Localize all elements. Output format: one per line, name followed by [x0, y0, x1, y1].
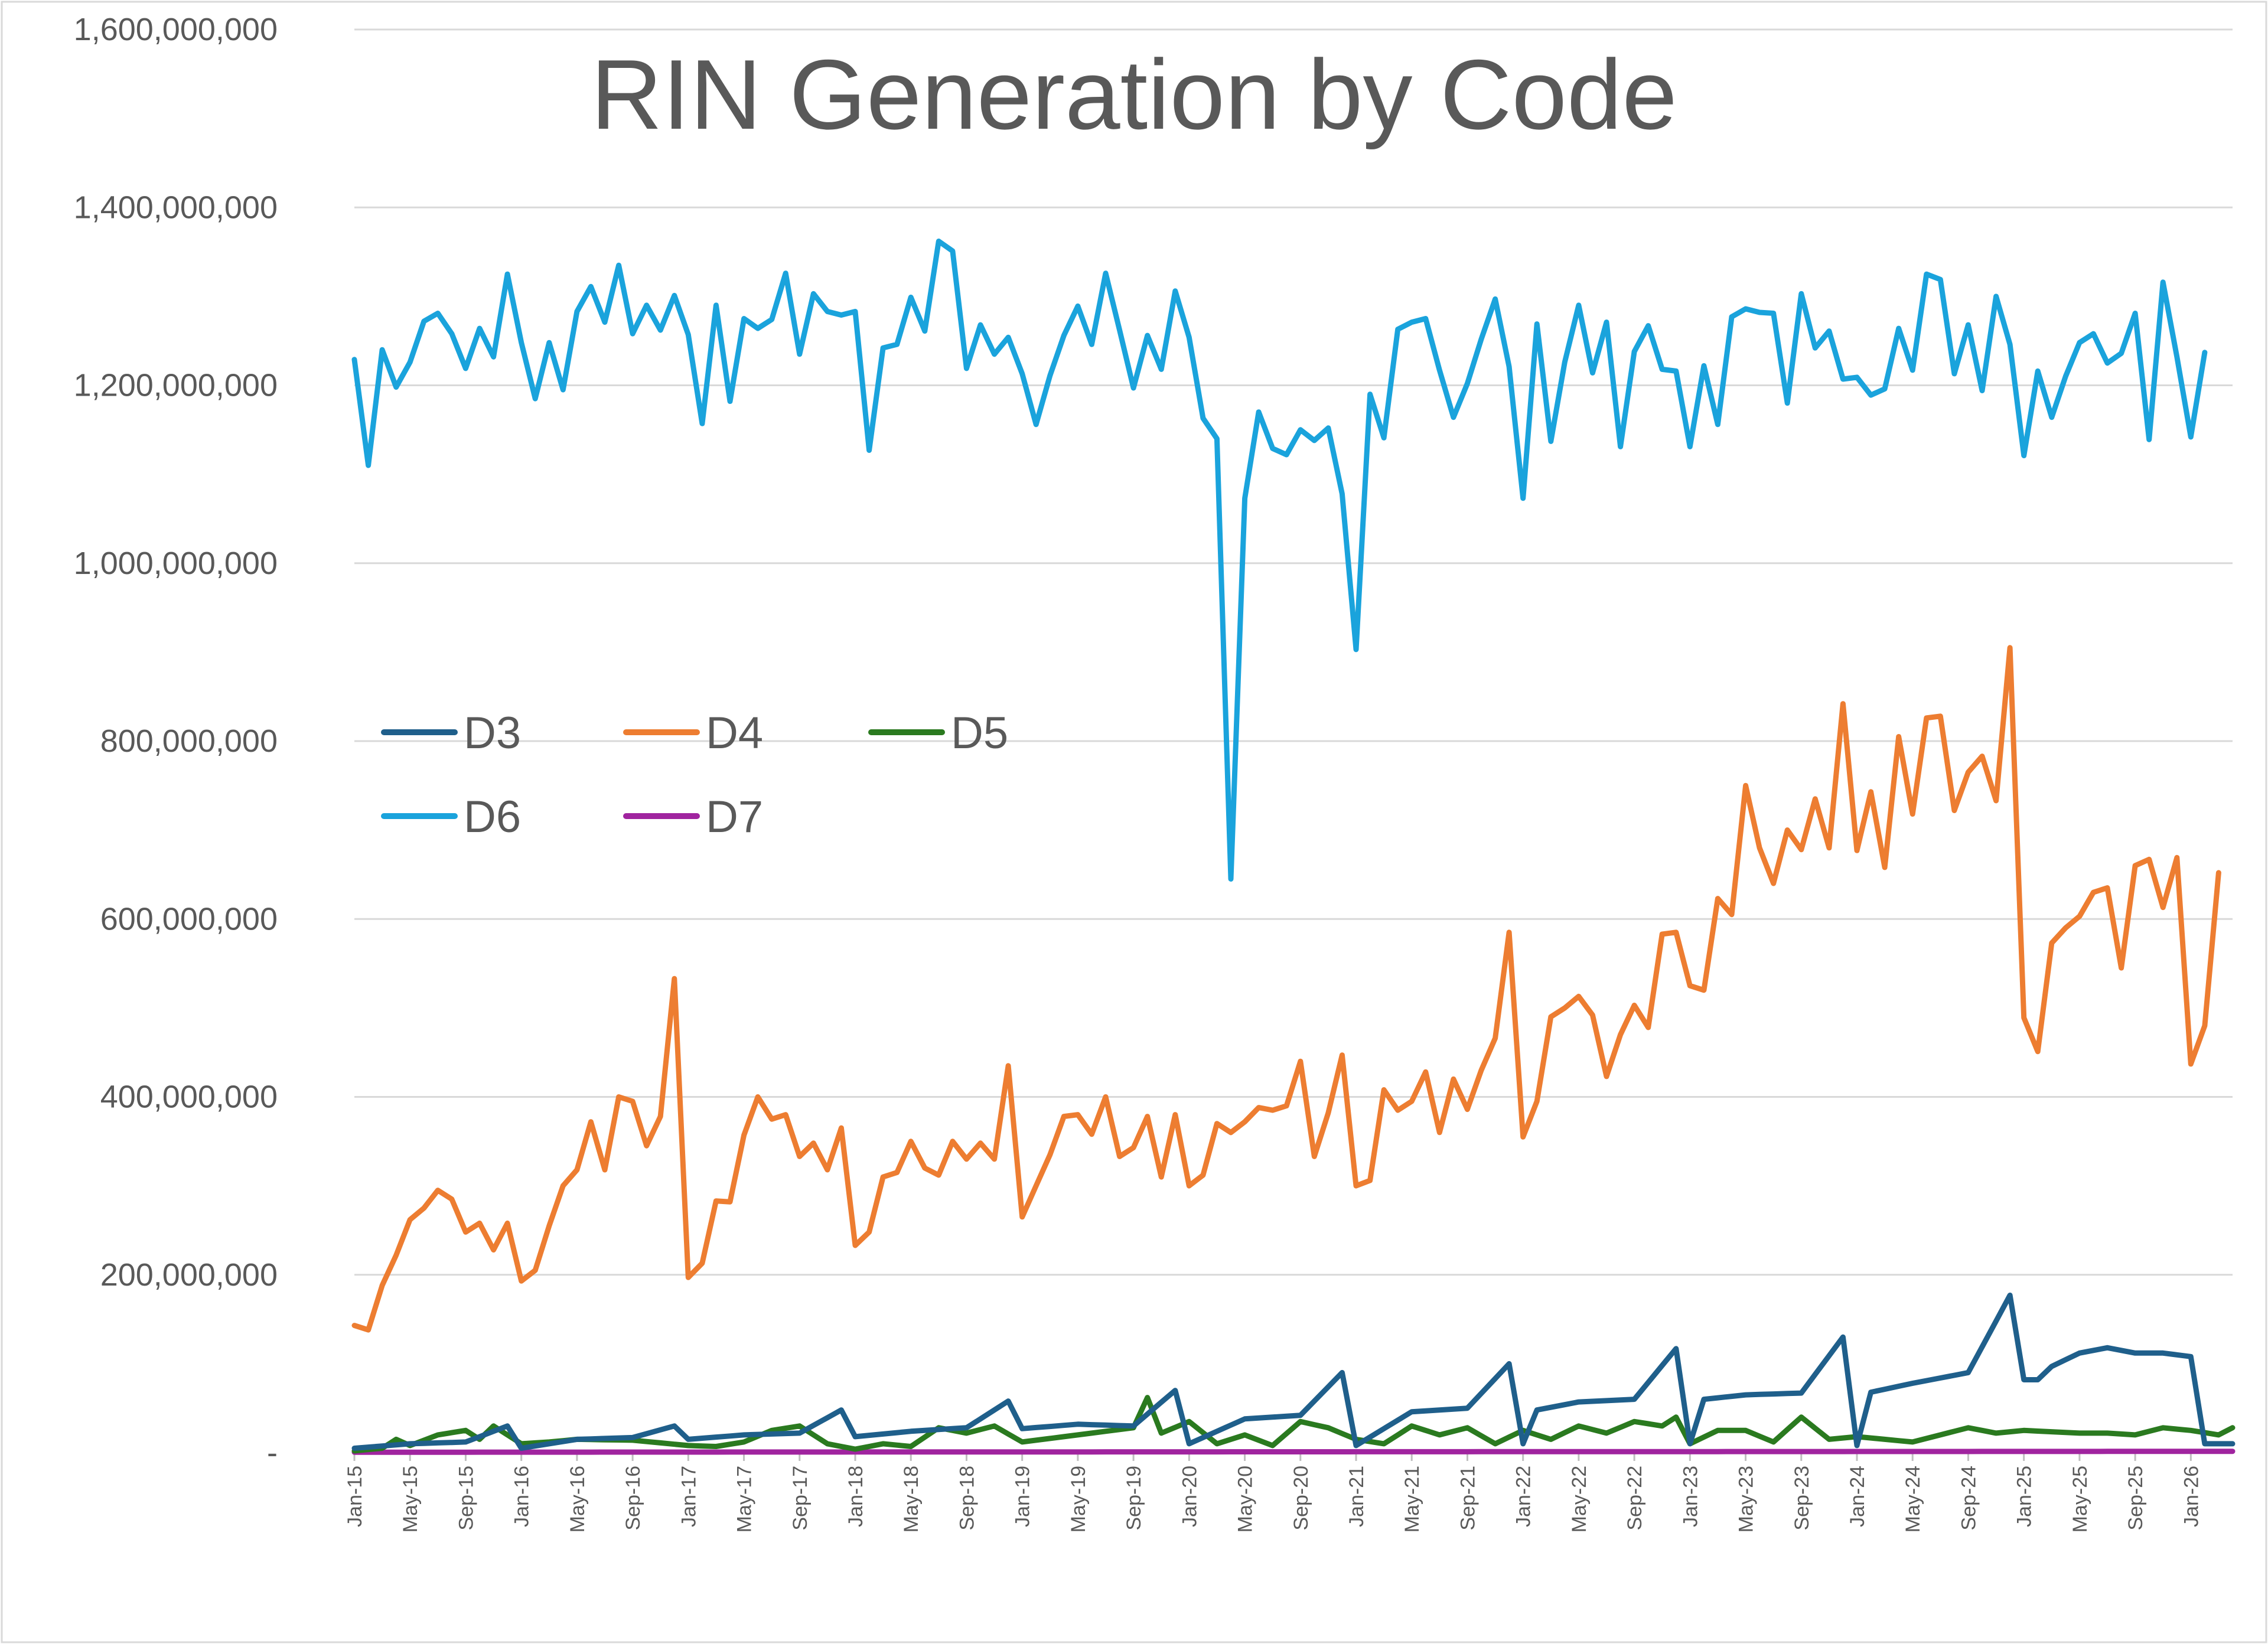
- x-tick-label: Jan-21: [1345, 1466, 1368, 1527]
- x-tick-label: Sep-25: [2124, 1466, 2147, 1531]
- series-line-d5: [351, 1395, 2236, 1454]
- x-tick-label: Sep-20: [1290, 1466, 1312, 1531]
- y-tick-label: 1,200,000,000: [74, 368, 278, 403]
- x-tick-label: Sep-18: [956, 1466, 978, 1531]
- x-tick-label: May-22: [1568, 1466, 1591, 1532]
- x-tick-label: Jan-17: [677, 1466, 700, 1527]
- x-tick-label: May-19: [1067, 1466, 1090, 1532]
- legend-label-d4: D4: [706, 708, 763, 758]
- series-lines: [351, 239, 2236, 1455]
- x-tick-label: Jan-16: [511, 1466, 533, 1527]
- x-tick-label: Jan-20: [1178, 1466, 1201, 1527]
- x-tick-label: Sep-17: [789, 1466, 812, 1531]
- x-tick-label: Sep-19: [1123, 1466, 1145, 1531]
- y-tick-label: 600,000,000: [100, 901, 278, 937]
- axes: - 200,000,000 400,000,000 600,000,000 800,00…: [74, 12, 2233, 1532]
- y-tick-label: -: [267, 1435, 278, 1470]
- chart-title: RIN Generation by Code: [591, 39, 1677, 150]
- series-line-d3: [351, 1292, 2236, 1451]
- y-tick-label: 1,600,000,000: [74, 12, 278, 47]
- x-tick-label: Sep-22: [1624, 1466, 1646, 1531]
- x-tick-label: Jan-25: [2013, 1466, 2036, 1527]
- x-tick-label: Sep-21: [1456, 1466, 1479, 1531]
- series-line-d7: [351, 1449, 2236, 1455]
- x-tick-label: May-17: [734, 1466, 756, 1532]
- legend: D3 D4 D5 D6 D7: [381, 708, 1008, 842]
- x-tick-label: May-16: [566, 1466, 589, 1532]
- x-tick-label: May-24: [1902, 1466, 1924, 1532]
- x-tick-label: Jan-15: [344, 1466, 366, 1527]
- y-tick-label: 200,000,000: [100, 1257, 278, 1293]
- x-tick-label: Jan-19: [1012, 1466, 1034, 1527]
- gridlines: [354, 28, 2233, 1276]
- x-tick-label: May-21: [1401, 1466, 1423, 1532]
- y-tick-label: 800,000,000: [100, 723, 278, 759]
- x-tick-label: Sep-24: [1957, 1466, 1980, 1531]
- series-line-d6: [351, 239, 2208, 882]
- x-tick-label: Jan-23: [1679, 1466, 1702, 1527]
- x-tick-label: May-20: [1234, 1466, 1257, 1532]
- legend-label-d5: D5: [951, 708, 1008, 758]
- legend-label-d6: D6: [464, 792, 521, 842]
- legend-label-d7: D7: [706, 792, 763, 842]
- x-tick-label: Sep-15: [455, 1466, 477, 1531]
- x-tick-label: May-18: [900, 1466, 923, 1532]
- x-tick-label: Jan-18: [845, 1466, 867, 1527]
- x-tick-label: May-23: [1735, 1466, 1758, 1532]
- x-tick-label: Sep-23: [1791, 1466, 1813, 1531]
- y-tick-label: 1,000,000,000: [74, 546, 278, 581]
- legend-label-d3: D3: [464, 708, 521, 758]
- x-tick-label: Jan-26: [2180, 1466, 2202, 1527]
- y-tick-label: 1,400,000,000: [74, 190, 278, 225]
- series-line-d4: [351, 645, 2221, 1333]
- x-tick-label: May-25: [2069, 1466, 2091, 1532]
- y-tick-label: 400,000,000: [100, 1079, 278, 1115]
- x-tick-label: May-15: [399, 1466, 422, 1532]
- x-tick-label: Jan-24: [1846, 1466, 1869, 1527]
- x-tick-label: Sep-16: [622, 1466, 644, 1531]
- x-tick-label: Jan-22: [1513, 1466, 1535, 1527]
